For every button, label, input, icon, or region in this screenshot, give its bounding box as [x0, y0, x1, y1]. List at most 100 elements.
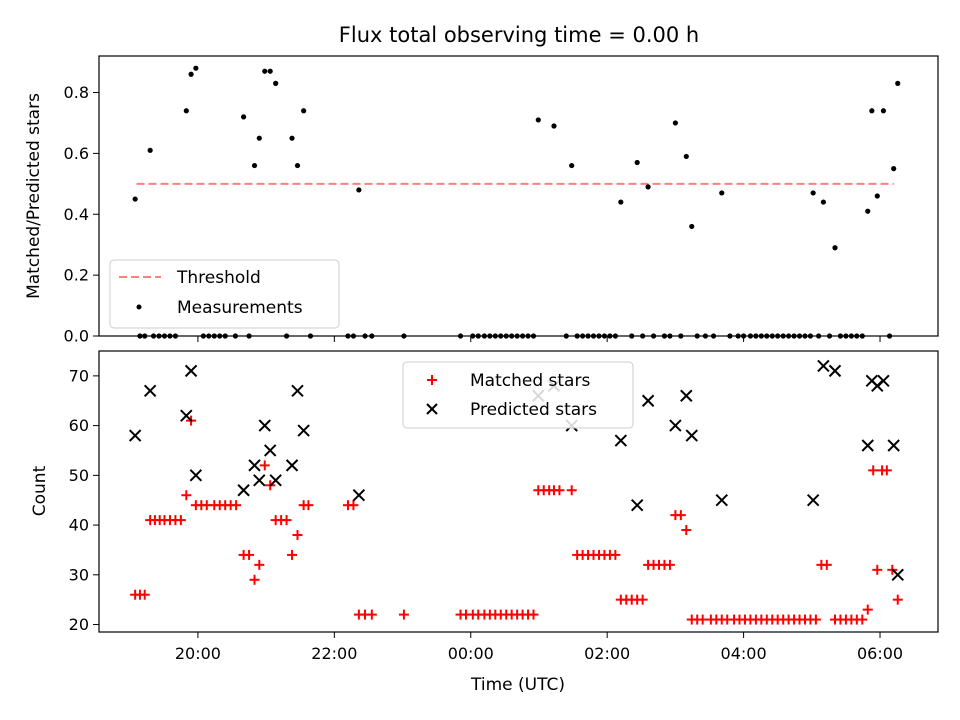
predicted-star-point [264, 444, 277, 457]
matched-legend-swatch [427, 375, 437, 385]
predicted-star-point [253, 474, 266, 487]
measurement-point [273, 80, 279, 86]
count-y-tick-label: 20 [69, 615, 89, 634]
matched-star-point [139, 589, 150, 600]
measurement-point [689, 223, 695, 230]
measurement-point [289, 135, 295, 141]
matched-star-point [664, 559, 675, 570]
count-legend-box [402, 361, 634, 429]
predicted-star-point [180, 409, 193, 422]
ratio-plot-frame [98, 55, 939, 337]
predicted-star-point [269, 474, 282, 487]
ratio-legend-box [109, 259, 340, 329]
predicted-star-point [641, 394, 655, 407]
measurement-point [569, 162, 575, 169]
matched-star-point [810, 614, 821, 625]
measurement-point [810, 190, 816, 196]
count-x-tick-label: 20:00 [175, 644, 221, 663]
predicted-legend-swatch [426, 403, 438, 415]
measurement-point [672, 120, 678, 126]
count-y-tick-label: 70 [69, 366, 89, 385]
ratio-legend: Threshold Measurements [109, 259, 340, 329]
matched-star-point [281, 515, 292, 526]
measurement-point [262, 68, 268, 74]
count-y-ticks: 20 30 40 50 60 70 [69, 366, 99, 634]
measurement-point [634, 159, 640, 166]
predicted-legend-label: Predicted stars [470, 400, 597, 420]
matched-star-point [348, 500, 359, 511]
threshold-legend-label: Threshold [176, 268, 261, 288]
ratio-y-axis-label: Matched/Predicted stars [24, 93, 44, 299]
measurement-point [251, 162, 258, 169]
measurement-point [193, 65, 199, 71]
measurement-point [241, 114, 247, 120]
predicted-stars-points [128, 359, 904, 582]
matched-star-point [244, 549, 255, 560]
matched-star-point [681, 525, 692, 536]
measurement-points [132, 65, 901, 339]
count-legend: Matched stars Predicted stars [402, 361, 634, 429]
measurement-point [551, 123, 557, 129]
measurement-point [132, 196, 138, 202]
measurement-point [869, 108, 875, 114]
predicted-star-point [669, 419, 682, 432]
matched-star-point [287, 549, 298, 560]
measurement-point [820, 199, 827, 205]
ratio-y-tick-label: 0.2 [64, 266, 89, 285]
matched-star-point [868, 465, 879, 476]
matched-stars-points [130, 415, 903, 625]
matched-star-point [857, 614, 868, 625]
count-y-tick-label: 30 [69, 565, 89, 584]
predicted-star-point [285, 459, 299, 472]
measurement-point [256, 135, 262, 141]
measurements-legend-label: Measurements [177, 298, 303, 318]
measurement-point [895, 80, 901, 86]
predicted-star-point [828, 364, 842, 378]
ratio-y-ticks: 0.0 0.2 0.4 0.6 0.8 [64, 83, 99, 346]
count-x-tick-label: 04:00 [721, 644, 767, 663]
measurement-point [865, 208, 871, 214]
count-x-axis-label: Time (UTC) [470, 675, 565, 695]
matched-star-point [175, 515, 186, 526]
measurement-point [880, 108, 887, 114]
matched-star-point [610, 549, 621, 560]
measurement-point [683, 153, 689, 160]
predicted-star-point [614, 434, 628, 447]
measurement-point [188, 71, 194, 77]
predicted-star-point [685, 429, 698, 442]
matched-star-point [259, 460, 270, 471]
measurement-point [618, 199, 624, 205]
matched-legend-label: Matched stars [470, 371, 590, 391]
predicted-star-point [806, 493, 820, 507]
matched-star-point [303, 500, 314, 511]
predicted-star-point [189, 469, 203, 482]
ratio-panel: 0.00.20.40.60.8 Matched/Predicted stars … [24, 55, 939, 346]
count-x-tick-label: 02:00 [584, 644, 630, 663]
measurement-point [535, 117, 541, 123]
matched-star-point [554, 485, 565, 496]
predicted-star-point [237, 484, 250, 497]
measurement-point [183, 108, 189, 114]
matched-star-point [872, 564, 883, 575]
predicted-star-point [630, 498, 644, 512]
measurement-point [719, 190, 725, 196]
predicted-star-point [891, 568, 904, 582]
predicted-star-point [817, 359, 830, 373]
matched-star-point [862, 604, 873, 615]
measurement-point [645, 184, 651, 190]
matched-star-point [881, 465, 892, 476]
matched-star-point [292, 530, 303, 541]
matched-star-point [528, 609, 539, 620]
predicted-star-point [291, 384, 304, 397]
predicted-star-point [248, 459, 261, 472]
count-y-axis-label: Count [30, 465, 50, 516]
matched-star-point [366, 609, 377, 620]
measurement-point [891, 166, 897, 172]
count-y-tick-label: 40 [69, 516, 89, 535]
measurement-point [832, 245, 838, 251]
measurement-point [147, 147, 153, 153]
matched-star-point [181, 490, 192, 501]
ratio-y-tick-label: 0.0 [64, 327, 89, 346]
